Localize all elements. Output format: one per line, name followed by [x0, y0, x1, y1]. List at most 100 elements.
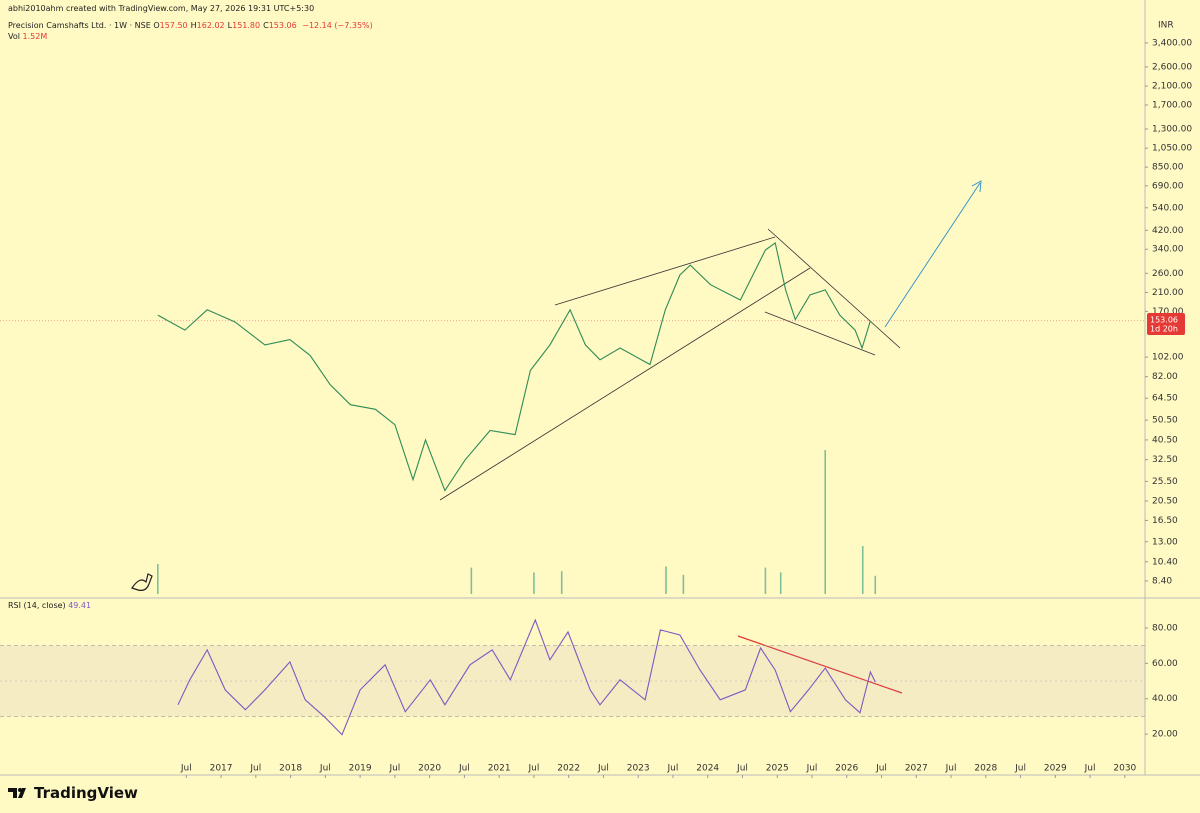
y-tick-label: 210.00: [1152, 288, 1184, 298]
y-tick-label: 340.00: [1152, 245, 1184, 255]
change: −12.14 (−7.35%): [302, 21, 373, 30]
y-tick-label: 40.00: [1152, 694, 1178, 704]
y-tick-label: 25.50: [1152, 477, 1178, 487]
y-tick-label: 2,100.00: [1152, 82, 1192, 92]
x-tick-label: 2023: [627, 764, 650, 774]
x-tick-label: 2025: [766, 764, 789, 774]
dino-icon: [131, 573, 153, 591]
price-tag: [1147, 313, 1185, 335]
y-tick-label: 50.50: [1152, 416, 1178, 426]
x-tick-label: Jul: [736, 764, 748, 774]
x-tick-label: Jul: [388, 764, 400, 774]
x-tick-label: Jul: [945, 764, 957, 774]
y-tick-label: 10.40: [1152, 557, 1178, 567]
x-tick-label: 2030: [1113, 764, 1136, 774]
y-tick-label: 8.40: [1152, 576, 1172, 586]
x-tick-label: Jul: [319, 764, 331, 774]
symbol-line: Precision Camshafts Ltd. · 1W · NSE O157…: [8, 21, 373, 30]
trend-line: [767, 228, 901, 349]
volume-bar: [779, 572, 782, 594]
x-tick-label: 2024: [696, 764, 719, 774]
x-tick-label: 2027: [905, 764, 928, 774]
x-tick-label: 2017: [210, 764, 233, 774]
trend-line: [439, 267, 811, 501]
volume-bar: [665, 566, 667, 594]
y-tick-label: 16.50: [1152, 516, 1178, 526]
x-tick-label: Jul: [527, 764, 539, 774]
ohlc-value: 157.50: [159, 21, 188, 30]
ohlc-value: 162.02: [196, 21, 225, 30]
y-tick-label: 20.00: [1152, 730, 1178, 740]
trend-line: [554, 236, 776, 306]
volume-bar: [533, 572, 535, 594]
x-tick-label: 2020: [418, 764, 441, 774]
x-tick-label: 2028: [974, 764, 997, 774]
credit: abhi2010ahm created with TradingView.com…: [8, 4, 315, 13]
x-tick-label: Jul: [249, 764, 261, 774]
y-tick-label: 420.00: [1152, 226, 1184, 236]
rsi-value: 49.41: [68, 601, 92, 610]
y-tick-label: 1,050.00: [1152, 144, 1192, 154]
volume-bar: [764, 567, 767, 594]
y-tick-label: 20.50: [1152, 496, 1178, 506]
x-tick-label: 2022: [557, 764, 580, 774]
x-tick-label: Jul: [180, 764, 192, 774]
x-tick-label: 2018: [279, 764, 302, 774]
ohlc: O157.50 H162.02 L151.80 C153.06: [153, 21, 299, 30]
arrow-head: [971, 180, 982, 193]
y-tick-label: 540.00: [1152, 203, 1184, 213]
y-tick-label: 2,600.00: [1152, 62, 1192, 72]
x-tick-label: Jul: [667, 764, 679, 774]
y-tick-label: 60.00: [1152, 659, 1178, 669]
y-tick-label: 1,700.00: [1152, 101, 1192, 111]
y-tick-label: 850.00: [1152, 163, 1184, 173]
y-tick-label: 690.00: [1152, 181, 1184, 191]
y-tick-label: 64.50: [1152, 394, 1178, 404]
price-tag-label: 153.06: [1150, 316, 1178, 325]
x-tick-label: 2021: [488, 764, 511, 774]
brand-name: TradingView: [34, 784, 138, 802]
x-tick-label: Jul: [875, 764, 887, 774]
volume-name: Vol: [8, 32, 20, 41]
y-tick-label: 82.00: [1152, 372, 1178, 382]
y-tick-label: 13.00: [1152, 537, 1178, 547]
volume-bar: [861, 546, 864, 594]
x-tick-label: Jul: [1084, 764, 1096, 774]
y-tick-label: 40.50: [1152, 435, 1178, 445]
volume-bar: [682, 574, 685, 594]
y-tick-label: 80.00: [1152, 623, 1178, 633]
drawings: [439, 228, 901, 501]
rsi-title: RSI (14, close): [8, 601, 66, 610]
y-tick-label: 3,400.00: [1152, 38, 1192, 48]
y-tick-label: 260.00: [1152, 269, 1184, 279]
series-line: [177, 618, 876, 736]
x-tick-label: Jul: [458, 764, 470, 774]
x-tick-label: Jul: [597, 764, 609, 774]
volume-line: Vol 1.52M: [8, 32, 47, 41]
x-tick-label: 2029: [1044, 764, 1067, 774]
rsi-line: RSI (14, close) 49.41: [8, 601, 91, 610]
volume-bar: [470, 567, 473, 594]
ohlc-value: 153.06: [268, 21, 297, 30]
countdown-label: 1d 20h: [1150, 325, 1178, 334]
x-tick-label: 2026: [835, 764, 858, 774]
volume-bar: [824, 450, 827, 594]
x-tick-label: 2019: [349, 764, 372, 774]
ohlc-label: L: [227, 21, 233, 30]
series-line: [157, 241, 871, 492]
ohlc-label: C: [263, 21, 269, 30]
y-tick-label: 32.50: [1152, 455, 1178, 465]
brand: TradingView: [8, 784, 138, 802]
brand-icon: [8, 788, 26, 798]
ohlc-label: O: [153, 21, 160, 30]
volume-bar: [560, 571, 563, 594]
projection-arrow: [884, 182, 981, 328]
y-tick-label: 1,300.00: [1152, 125, 1192, 135]
ohlc-label: H: [190, 21, 197, 30]
trend-line: [764, 311, 876, 356]
volume-bar: [157, 564, 159, 594]
y-tick-label: 102.00: [1152, 353, 1184, 363]
x-tick-label: Jul: [806, 764, 818, 774]
x-tick-label: Jul: [1014, 764, 1026, 774]
